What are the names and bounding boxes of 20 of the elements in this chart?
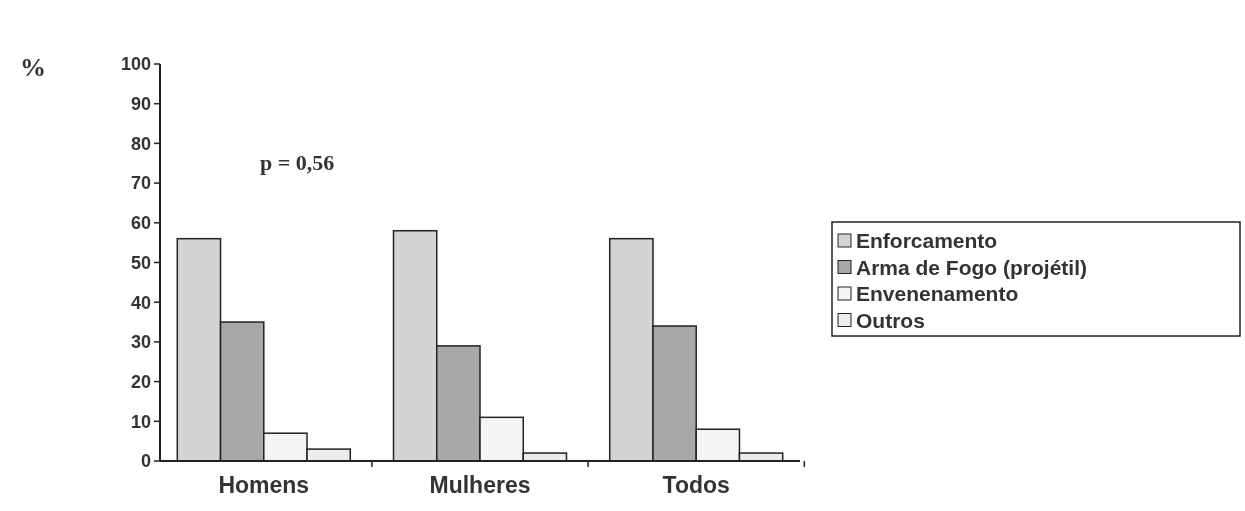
y-axis-title: % (20, 53, 46, 82)
annotation: p = 0,56 (260, 150, 335, 175)
y-tick-label: 80 (130, 133, 151, 154)
y-tick-label: 20 (130, 371, 151, 392)
y-tick-label: 100 (120, 54, 151, 75)
y-tick-label: 60 (130, 213, 151, 234)
y-tick-label: 50 (130, 252, 151, 273)
y-tick-label: 70 (130, 173, 151, 194)
legend-label: Envenenamento (856, 282, 1019, 306)
y-tick-label: 90 (130, 94, 151, 114)
legend-label: Outros (856, 308, 925, 332)
legend-label: Enforcamento (856, 229, 998, 253)
y-tick-label: 30 (130, 332, 151, 353)
x-tick-label: Todos (662, 472, 730, 498)
legend-label: Arma de Fogo (projétil) (856, 255, 1087, 279)
x-tick-label: Homens (218, 472, 310, 498)
y-tick-label: 40 (130, 292, 151, 313)
x-tick-label: Mulheres (429, 472, 531, 498)
y-tick-label: 0 (140, 451, 151, 472)
y-tick-label: 10 (130, 411, 151, 432)
